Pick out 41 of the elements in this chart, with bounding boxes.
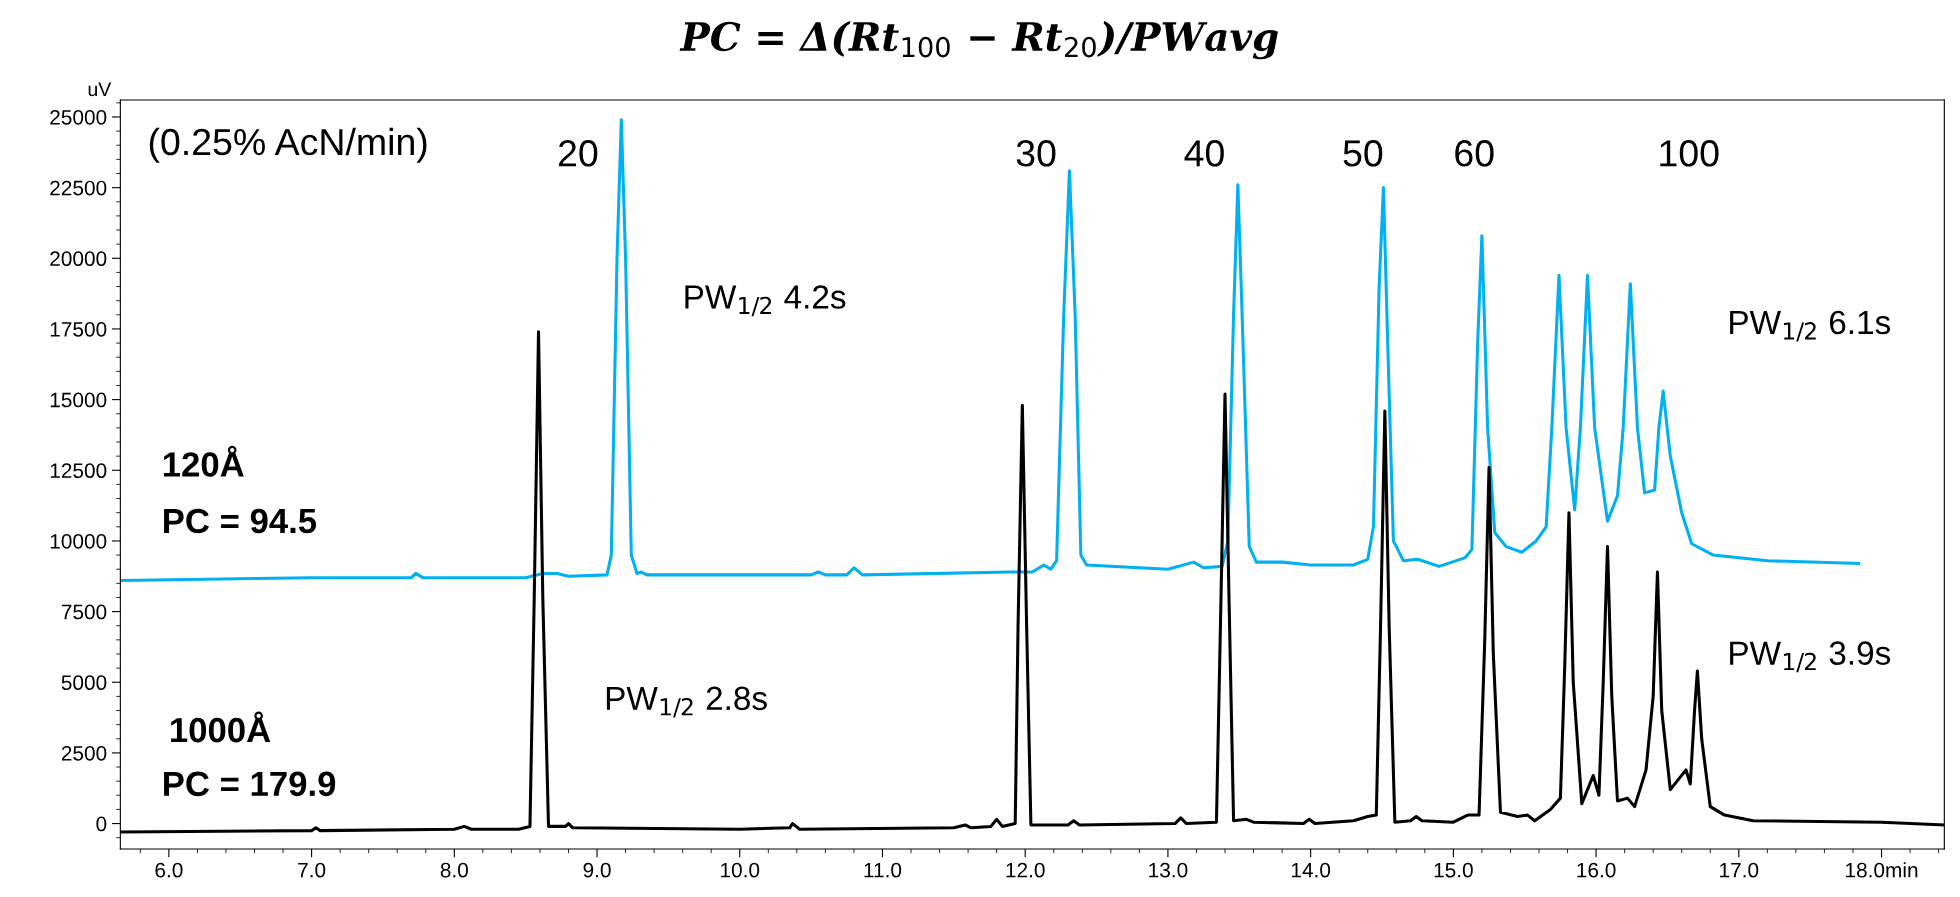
x-tick-label: 11.0 [864,862,902,878]
x-tick-label: 18.0min [1846,862,1918,878]
y-tick-label: 12500 [50,463,107,479]
annotation: 100 [1660,140,1719,167]
y-tick-label: 20000 [50,251,107,267]
annotation: PW$_{1/2}$ 4.2s [685,285,846,317]
annotation: PC = 94.5 [164,508,317,534]
x-tick-label: 7.0 [298,862,326,878]
x-tick-label: 10.0 [721,862,760,878]
chart-title: PC = Δ(Rt$_{100}$ − Rt$_{20}$)/PWavg [679,21,1278,60]
y-tick-label: 0 [96,816,107,832]
annotation: 40 [1184,140,1224,167]
x-tick-label: 17.0 [1720,862,1759,878]
x-tick-label: 12.0 [1006,862,1045,878]
y-tick-label: 5000 [61,675,107,691]
annotation: (0.25% AcN/min) [149,127,427,163]
x-tick-label: 13.0 [1149,862,1188,878]
y-tick-label: 15000 [50,392,107,408]
x-tick-label: 9.0 [583,862,611,878]
annotation: 50 [1343,140,1383,167]
annotation: 20 [558,140,598,167]
annotation: 30 [1016,140,1056,167]
y-tick-label: 17500 [50,321,107,337]
annotation: 1000Å [171,711,271,743]
y-axis-title: uV [88,82,112,97]
annotation: PW$_{1/2}$ 3.9s [1730,641,1891,673]
y-tick-label: 25000 [50,109,107,125]
y-tick-label: 22500 [50,180,107,196]
x-tick-label: 16.0 [1577,862,1616,878]
x-tick-label: 15.0 [1434,862,1473,878]
y-tick-label: 10000 [50,533,107,549]
annotation: PW$_{1/2}$ 2.8s [606,686,767,718]
x-tick-label: 6.0 [155,862,183,878]
annotation: 60 [1455,140,1494,167]
annotation: PC = 179.9 [164,771,336,797]
y-tick-label: 2500 [61,745,107,761]
annotation: 120Å [163,445,244,477]
x-tick-label: 8.0 [440,862,468,878]
annotation: PW$_{1/2}$ 6.1s [1730,310,1891,342]
x-tick-label: 14.0 [1291,862,1331,878]
y-tick-label: 7500 [61,604,107,620]
